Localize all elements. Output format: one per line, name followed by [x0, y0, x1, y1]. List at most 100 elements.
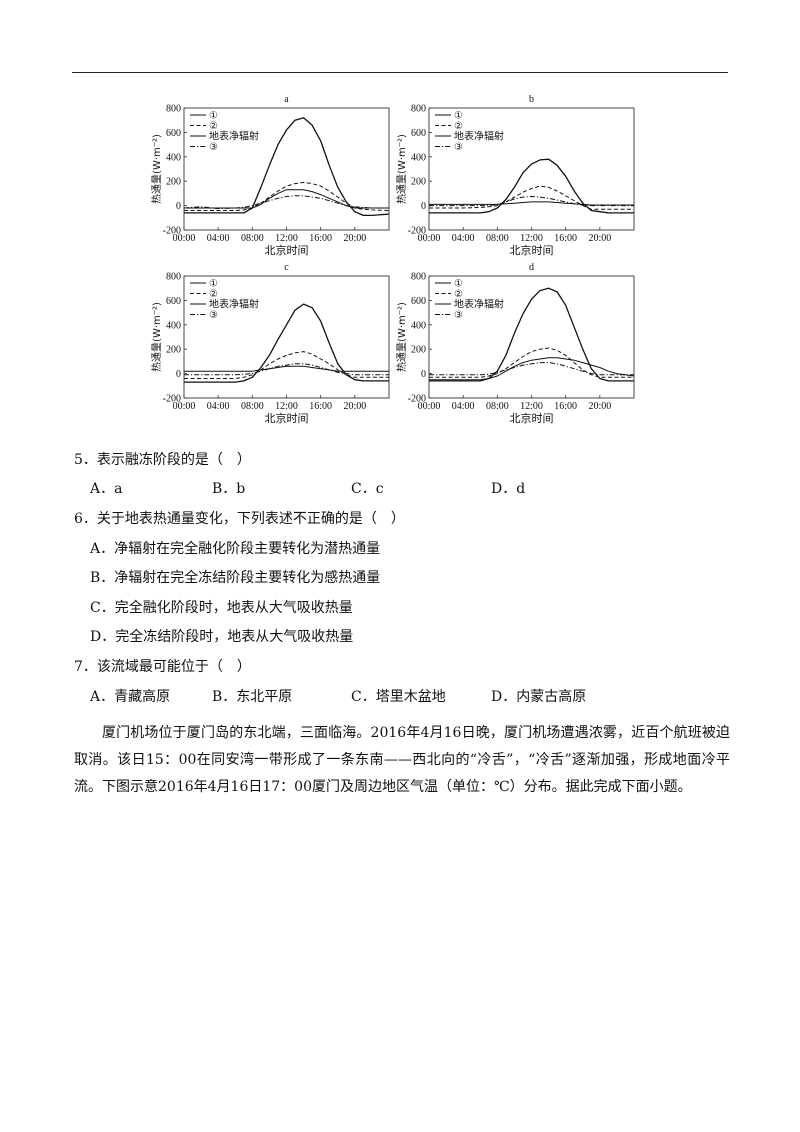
passage: 厦门机场位于厦门岛的东北端，三面临海。2016年4月16日晚，厦门机场遭遇浓雾，… — [74, 720, 730, 801]
series-2-line — [184, 351, 389, 379]
series-net-radiation-line — [429, 158, 634, 214]
series-3-line — [429, 362, 634, 376]
x-tick-label: 20:00 — [588, 401, 611, 412]
x-axis-label: 北京时间 — [510, 411, 554, 425]
legend-label: ① — [454, 279, 463, 290]
series-net-radiation-line — [429, 287, 634, 382]
x-axis-label: 北京时间 — [265, 411, 309, 425]
x-tick-label: 08:00 — [241, 233, 264, 244]
x-tick-label: 08:00 — [486, 401, 509, 412]
y-axis-label: 热通量(W·m⁻²) — [150, 302, 163, 372]
legend-label: ② — [454, 289, 463, 300]
y-tick-label: 800 — [411, 104, 426, 115]
legend-label: ② — [209, 289, 218, 300]
series-net-radiation-line — [184, 303, 389, 383]
x-tick-label: 04:00 — [207, 401, 230, 412]
x-tick-label: 12:00 — [275, 401, 298, 412]
x-tick-label: 00:00 — [173, 401, 196, 412]
y-tick-label: 400 — [411, 320, 426, 331]
y-tick-label: 800 — [411, 272, 426, 283]
y-tick-label: 600 — [411, 128, 426, 139]
y-tick-label: 200 — [411, 345, 426, 356]
legend-label: ① — [209, 279, 218, 290]
y-tick-label: 600 — [166, 296, 181, 307]
q7-option-b: B．东北平原 — [212, 689, 293, 705]
q5-option-c: C．c — [351, 481, 384, 497]
legend-label: ① — [454, 111, 463, 122]
q7-option-c: C．塔里木盆地 — [351, 689, 446, 705]
y-axis-label: 热通量(W·m⁻²) — [150, 134, 163, 204]
y-tick-label: 800 — [166, 272, 181, 283]
legend-label: ② — [209, 121, 218, 132]
q5-option-a: A．a — [90, 481, 123, 497]
y-tick-label: 600 — [166, 128, 181, 139]
chart-b: b 800 600 400 200 0 -200 00:00 04:00 08:00 12:00 16… — [395, 92, 645, 257]
legend-label: 地表净辐射 — [454, 130, 504, 143]
x-tick-label: 16:00 — [309, 233, 332, 244]
series-1-line — [429, 357, 635, 381]
legend-label: 地表净辐射 — [209, 130, 259, 143]
x-tick-label: 00:00 — [418, 401, 441, 412]
passage-text: 厦门机场位于厦门岛的东北端，三面临海。2016年4月16日晚，厦门机场遭遇浓雾，… — [74, 725, 730, 795]
series-net-radiation-line — [184, 117, 390, 217]
y-tick-label: 200 — [166, 345, 181, 356]
chart-title: b — [529, 94, 534, 105]
x-tick-label: 16:00 — [554, 233, 577, 244]
series-3-line — [184, 363, 389, 376]
y-tick-label: 600 — [411, 296, 426, 307]
chart-d: d 800 600 400 200 0 -200 00:00 04:00 08:00 12:00 16… — [395, 260, 645, 425]
chart-title: c — [284, 262, 289, 273]
legend-label: ③ — [209, 310, 218, 321]
question-7-stem: 7．该流域最可能位于（ ） — [74, 659, 251, 675]
q7-option-a: A．青藏高原 — [90, 689, 171, 705]
series-1-line — [429, 201, 634, 206]
y-tick-label: -200 — [163, 226, 181, 237]
legend-label: 地表净辐射 — [454, 298, 504, 311]
series-3-line — [183, 195, 389, 210]
x-tick-label: 20:00 — [343, 401, 366, 412]
y-tick-label: -200 — [163, 394, 181, 405]
y-tick-label: 800 — [166, 104, 181, 115]
y-tick-label: 0 — [421, 369, 426, 380]
x-tick-label: 20:00 — [343, 233, 366, 244]
legend-label: ③ — [454, 142, 463, 153]
series-2-line — [429, 185, 634, 210]
legend-label: ③ — [454, 310, 463, 321]
y-tick-label: 400 — [166, 152, 181, 163]
series-3-line — [429, 196, 634, 207]
q5-option-b: B．b — [212, 481, 246, 497]
y-tick-label: 0 — [176, 369, 181, 380]
y-axis-label: 热通量(W·m⁻²) — [395, 302, 408, 372]
header-rule — [72, 72, 728, 73]
y-tick-label: -200 — [408, 394, 426, 405]
chart-a: a 800 600 400 200 0 -200 00:00 04:00 08:00 12:00 16… — [150, 92, 400, 257]
q6-option-b: B．净辐射在完全冻结阶段主要转化为感热通量 — [90, 570, 381, 586]
x-axis-label: 北京时间 — [265, 243, 309, 257]
series-2-line — [184, 181, 390, 211]
chart-title: a — [284, 94, 289, 105]
question-5-stem: 5．表示融冻阶段的是（ ） — [74, 452, 251, 468]
x-tick-label: 12:00 — [520, 401, 543, 412]
chart-title: d — [529, 262, 534, 273]
x-tick-label: 04:00 — [452, 401, 475, 412]
x-tick-label: 12:00 — [275, 233, 298, 244]
y-tick-label: 200 — [411, 177, 426, 188]
series-1-line — [184, 189, 389, 209]
legend-label: ① — [209, 111, 218, 122]
y-tick-label: 400 — [166, 320, 181, 331]
legend-label: 地表净辐射 — [209, 298, 259, 311]
legend-label: ② — [454, 121, 463, 132]
y-tick-label: 400 — [411, 152, 426, 163]
y-tick-label: -200 — [408, 226, 426, 237]
series-2-line — [429, 347, 634, 378]
q6-option-a: A．净辐射在完全融化阶段主要转化为潜热通量 — [90, 541, 381, 557]
y-tick-label: 0 — [176, 201, 181, 212]
q5-option-d: D．d — [491, 481, 526, 497]
x-tick-label: 00:00 — [418, 233, 441, 244]
legend-label: ③ — [209, 142, 218, 153]
x-tick-label: 04:00 — [452, 233, 475, 244]
y-tick-label: 0 — [421, 201, 426, 212]
x-tick-label: 16:00 — [554, 401, 577, 412]
